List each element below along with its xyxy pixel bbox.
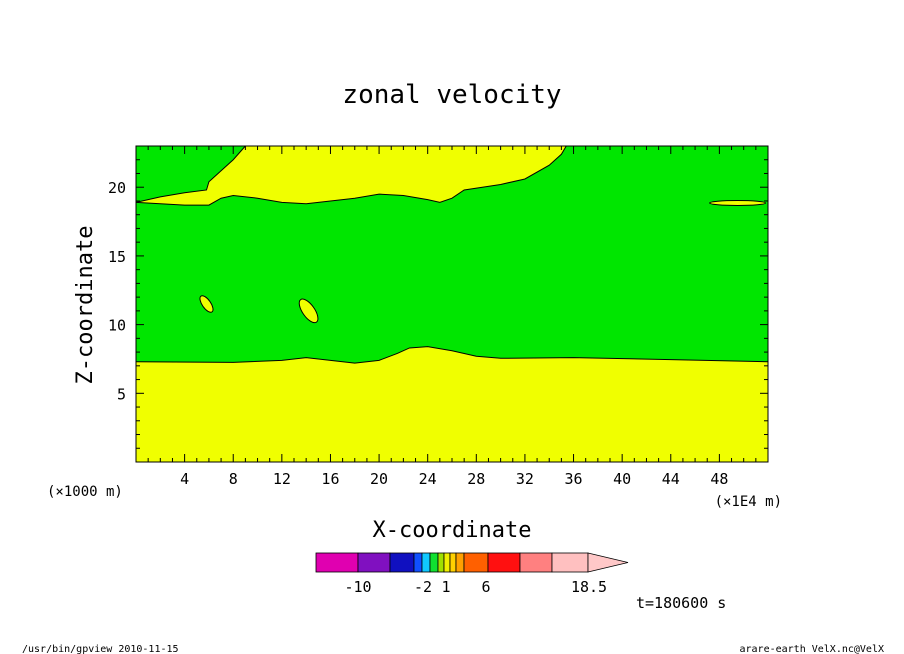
colorbar-swatch <box>389 552 415 573</box>
contour-line-lower <box>135 346 769 364</box>
x-unit-right: (×1E4 m) <box>715 494 782 510</box>
green-region-upper-left <box>136 146 246 203</box>
y-tick-label: 15 <box>108 248 126 266</box>
y-tick-label: 10 <box>108 317 126 335</box>
y-tick-label: 20 <box>108 179 126 197</box>
x-tick-label: 4 <box>180 470 189 488</box>
footer-right: arare-earth_VelX.nc@VelX <box>740 644 885 654</box>
colorbar-label: 6 <box>481 578 490 596</box>
x-tick-label: 36 <box>565 470 583 488</box>
x-tick-label: 16 <box>321 470 339 488</box>
chart-title: zonal velocity <box>342 80 561 110</box>
contour-line-upper-left <box>135 145 246 203</box>
colorbar-label: -10 <box>344 578 371 596</box>
yellow-patch-1 <box>199 295 214 313</box>
x-tick-label: 8 <box>229 470 238 488</box>
axis-ticks <box>136 146 768 462</box>
x-tick-labels: 4 8 12 16 20 24 28 32 36 40 44 48 <box>180 470 728 488</box>
contour-field <box>135 145 769 462</box>
x-tick-label: 12 <box>273 470 291 488</box>
colorbar-swatch <box>519 552 553 573</box>
colorbar-label: -2 <box>414 578 432 596</box>
colorbar-swatch <box>463 552 489 573</box>
x-tick-label: 40 <box>613 470 631 488</box>
y-tick-label: 5 <box>117 385 126 403</box>
colorbar-swatch <box>449 552 457 573</box>
colorbar-swatch <box>437 552 445 573</box>
colorbar-labels: -10 -2 1 6 18.5 <box>344 578 607 596</box>
green-region-main <box>136 146 768 364</box>
colorbar-label: 18.5 <box>571 578 607 596</box>
colorbar-swatch <box>551 552 589 573</box>
yellow-patch-3 <box>709 200 767 206</box>
colorbar <box>315 552 629 573</box>
colorbar-label: 1 <box>441 578 450 596</box>
x-tick-label: 48 <box>710 470 728 488</box>
plot-frame <box>135 145 769 463</box>
x-axis-label: X-coordinate <box>373 518 532 543</box>
yellow-patch-2 <box>298 298 319 324</box>
colorbar-swatch <box>455 552 465 573</box>
colorbar-swatch <box>315 552 359 573</box>
x-tick-label: 24 <box>419 470 437 488</box>
x-unit-left: (×1000 m) <box>47 484 123 500</box>
colorbar-swatch <box>421 552 431 573</box>
x-tick-label: 44 <box>662 470 680 488</box>
contour-line-upper <box>135 145 567 206</box>
colorbar-swatch <box>413 552 423 573</box>
colorbar-swatch <box>443 552 451 573</box>
x-tick-label: 28 <box>467 470 485 488</box>
x-tick-label: 32 <box>516 470 534 488</box>
y-axis-label: Z-coordinate <box>73 226 98 385</box>
colorbar-arrow <box>587 552 629 573</box>
x-tick-label: 20 <box>370 470 388 488</box>
footer-left: /usr/bin/gpview 2010-11-15 <box>22 644 179 654</box>
green-region-upper-right <box>566 146 768 203</box>
colorbar-swatch <box>487 552 521 573</box>
colorbar-swatch <box>429 552 439 573</box>
time-label: t=180600 s <box>636 594 726 612</box>
y-tick-labels: 5 10 15 20 <box>108 179 126 403</box>
colorbar-swatch <box>357 552 391 573</box>
